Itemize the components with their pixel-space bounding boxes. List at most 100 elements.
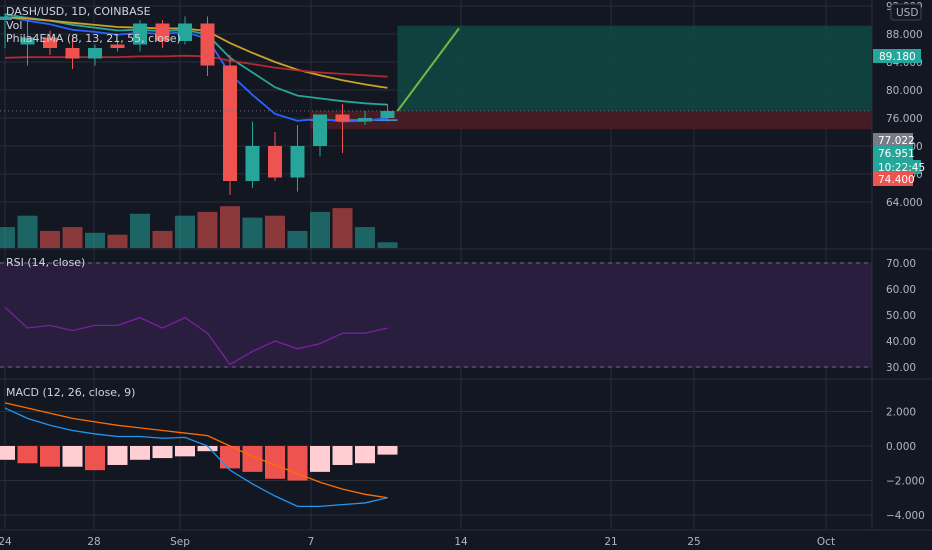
price-tick-label: 88.000 — [886, 29, 923, 41]
volume-bar — [107, 234, 128, 248]
volume-bar — [332, 208, 353, 248]
macd-tick-label: −4.000 — [886, 510, 925, 522]
macd-tick-label: 2.000 — [886, 407, 916, 419]
macd-histogram-bar — [265, 446, 285, 479]
date-tick-label: Oct — [817, 536, 835, 548]
ema-21-line — [4, 16, 388, 89]
target-price-label: 89.180 — [879, 51, 916, 63]
volume-bar — [152, 230, 173, 248]
signal-line — [4, 402, 388, 499]
candle-body[interactable] — [380, 111, 395, 118]
price-tick-label: 80.000 — [886, 85, 923, 97]
stop-zone[interactable] — [310, 110, 872, 130]
volume-bar — [287, 230, 308, 248]
volume-bar — [17, 215, 38, 248]
date-tick-label: 7 — [308, 536, 315, 548]
candle-body[interactable] — [43, 37, 57, 49]
candle-body[interactable] — [290, 146, 305, 178]
candle-body[interactable] — [0, 16, 12, 21]
rsi-tick-label: 60.00 — [886, 284, 916, 296]
macd-histogram-bar — [40, 446, 60, 467]
rsi-line — [4, 306, 388, 366]
volume-bar — [85, 232, 105, 248]
macd-histogram-bar — [377, 446, 398, 455]
volume-bar — [265, 215, 285, 248]
date-tick-label: Sep — [170, 536, 190, 548]
projection-line[interactable] — [396, 27, 460, 112]
rsi-band — [0, 263, 872, 367]
volume-legend: Vol — [6, 19, 22, 32]
rsi-legend: RSI (14, close) — [6, 256, 85, 269]
volume-bar — [310, 211, 330, 248]
volume-bar — [242, 217, 263, 248]
candle-body[interactable] — [178, 23, 192, 42]
macd-line — [4, 407, 388, 508]
volume-bar — [0, 227, 15, 248]
candle-body[interactable] — [20, 37, 35, 45]
stop-price-tag: 74.400 — [873, 172, 915, 186]
macd-legend: MACD (12, 26, close, 9) — [6, 386, 135, 399]
volume-bar — [355, 227, 375, 248]
volume-bar — [197, 211, 218, 248]
countdown-label: 10:22:45 — [878, 162, 925, 174]
date-axis[interactable]: 24 28 Sep 7 14 21 25 Oct — [0, 536, 835, 548]
macd-histogram-bar — [332, 446, 353, 465]
macd-tick-label: 0.000 — [886, 441, 916, 453]
currency-button-label[interactable]: USD — [896, 7, 918, 19]
stop-price-label: 74.400 — [878, 174, 915, 186]
symbol-title: DASH/USD, 1D, COINBASE — [6, 5, 151, 18]
candle-body[interactable] — [313, 114, 327, 147]
volume-bar — [130, 213, 150, 248]
target-price-tag: 89.180 — [873, 49, 921, 63]
candle-body[interactable] — [245, 146, 260, 181]
candle-body[interactable] — [155, 23, 170, 42]
candle-body[interactable] — [358, 118, 372, 122]
entry-price-tag: 77.022 — [873, 133, 915, 147]
macd-axis[interactable]: 2.000 0.000 −2.000 −4.000 — [886, 407, 925, 523]
candle-body[interactable] — [268, 146, 282, 178]
rsi-tick-label: 70.00 — [886, 258, 916, 270]
macd-histogram-bar — [220, 446, 240, 469]
current-price-tag: 76.951 — [873, 146, 915, 160]
candle-body[interactable] — [88, 48, 102, 59]
candle-body[interactable] — [110, 44, 125, 49]
entry-price-label: 77.022 — [878, 135, 915, 147]
macd-histogram — [0, 446, 398, 481]
candle-body[interactable] — [65, 48, 80, 59]
candle-body[interactable] — [200, 23, 215, 66]
macd-histogram-bar — [62, 446, 83, 467]
candle-body[interactable] — [223, 65, 237, 182]
macd-histogram-bar — [310, 446, 330, 472]
macd-histogram-bar — [355, 446, 375, 464]
rsi-axis[interactable]: 70.00 60.00 50.00 40.00 30.00 — [886, 258, 916, 374]
date-tick-label: 28 — [87, 536, 100, 548]
rsi-tick-label: 30.00 — [886, 362, 916, 374]
ema-13-line — [4, 13, 388, 106]
volume-bar — [377, 242, 398, 248]
long-position-tool[interactable] — [310, 25, 873, 130]
volume-bar — [40, 230, 60, 248]
currency-button[interactable]: USD — [890, 3, 922, 21]
candlesticks[interactable] — [0, 13, 395, 195]
price-tick-label: 76.000 — [886, 113, 923, 125]
macd-histogram-bar — [0, 446, 15, 460]
target-zone[interactable] — [397, 25, 873, 111]
ema-legend: Phila4EMA (8, 13, 21, 55, close) — [6, 32, 181, 45]
date-tick-label: 21 — [604, 536, 617, 548]
macd-tick-label: −2.000 — [886, 476, 925, 488]
price-tick-label: 64.000 — [886, 197, 923, 209]
macd-histogram-bar — [17, 446, 38, 464]
macd-histogram-bar — [287, 446, 308, 481]
candle-body[interactable] — [335, 114, 350, 122]
macd-pane — [0, 402, 398, 508]
countdown-tag: 10:22:45 — [873, 160, 925, 174]
rsi-pane — [0, 262, 872, 368]
macd-histogram-bar — [197, 446, 218, 452]
volume-bar — [62, 227, 83, 248]
date-tick-label: 14 — [454, 536, 468, 548]
volume-bar — [175, 215, 195, 248]
macd-histogram-bar — [130, 446, 150, 460]
candle-body[interactable] — [133, 23, 147, 45]
macd-histogram-bar — [107, 446, 128, 465]
